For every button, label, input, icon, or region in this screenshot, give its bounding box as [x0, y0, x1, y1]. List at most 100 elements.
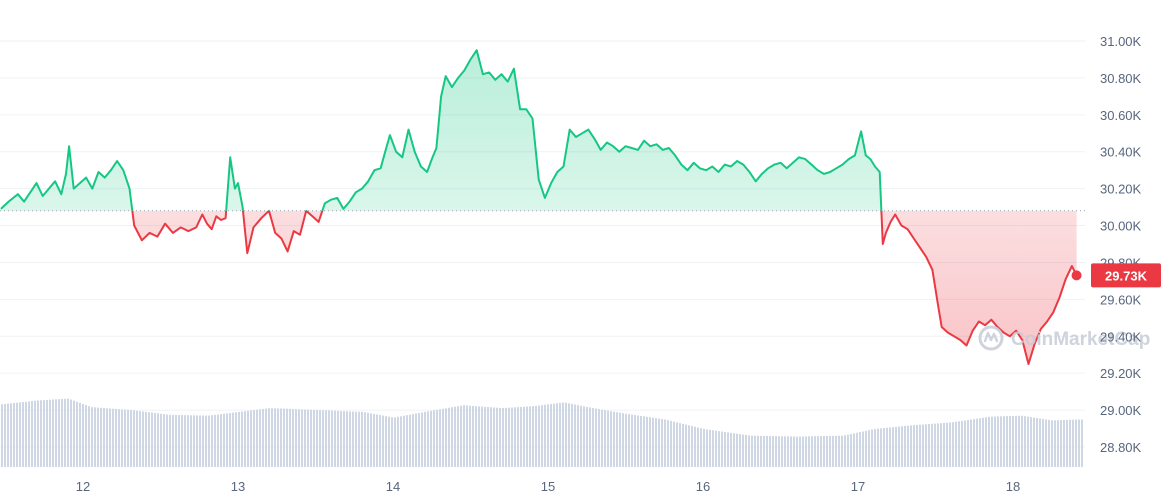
volume-bar — [1021, 415, 1023, 467]
volume-bar — [994, 416, 996, 467]
volume-bar — [898, 426, 900, 467]
volume-bar — [694, 426, 696, 467]
volume-bar — [223, 413, 225, 467]
volume-bar — [1048, 419, 1050, 467]
volume-bar — [799, 436, 801, 467]
volume-bar — [613, 411, 615, 467]
volume-bar — [676, 422, 678, 467]
volume-bar — [571, 403, 573, 467]
volume-bar — [739, 434, 741, 467]
volume-bar — [643, 416, 645, 467]
volume-bar — [733, 433, 735, 467]
volume-bar — [154, 413, 156, 467]
y-tick-label: 31.00K — [1100, 34, 1142, 49]
volume-bar — [1039, 418, 1041, 467]
volume-bar — [262, 408, 264, 467]
volume-bar — [46, 399, 48, 467]
volume-bar — [172, 414, 174, 467]
volume-bar — [466, 405, 468, 467]
volume-bar — [358, 411, 360, 467]
volume-bars — [1, 398, 1083, 467]
volume-bar — [58, 399, 60, 467]
volume-bar — [550, 404, 552, 467]
volume-bar — [388, 416, 390, 467]
volume-bar — [220, 414, 222, 467]
volume-bar — [496, 407, 498, 467]
volume-bar — [142, 411, 144, 467]
volume-bar — [280, 408, 282, 467]
volume-bar — [709, 429, 711, 467]
x-tick-label: 14 — [386, 479, 400, 494]
volume-bar — [91, 407, 93, 467]
volume-bar — [751, 435, 753, 467]
volume-bar — [760, 435, 762, 467]
volume-bar — [1042, 418, 1044, 467]
volume-bar — [229, 413, 231, 467]
volume-bar — [1063, 420, 1065, 467]
volume-bar — [1036, 418, 1038, 467]
volume-bar — [1015, 415, 1017, 467]
volume-bar — [883, 428, 885, 467]
volume-bar — [715, 430, 717, 467]
volume-bar — [535, 405, 537, 467]
x-axis-ticks: 12 13 14 15 16 17 18 — [76, 479, 1020, 494]
volume-bar — [598, 409, 600, 467]
volume-bar — [661, 419, 663, 467]
volume-bar — [418, 413, 420, 467]
volume-bar — [874, 428, 876, 467]
y-tick-label: 29.60K — [1100, 292, 1142, 307]
y-tick-label: 28.80K — [1100, 440, 1142, 455]
price-line — [0, 49, 1085, 365]
volume-bar — [748, 435, 750, 467]
volume-bar — [409, 414, 411, 467]
volume-bar — [241, 411, 243, 467]
volume-bar — [97, 407, 99, 467]
volume-bar — [385, 416, 387, 467]
volume-bar — [343, 411, 345, 467]
volume-bar — [706, 429, 708, 467]
volume-bar — [100, 407, 102, 467]
volume-bar — [559, 402, 561, 467]
x-tick-label: 15 — [541, 479, 555, 494]
volume-bar — [877, 428, 879, 467]
volume-bar — [499, 407, 501, 467]
volume-bar — [337, 410, 339, 467]
volume-bar — [913, 425, 915, 467]
volume-bar — [313, 409, 315, 467]
volume-bar — [481, 406, 483, 467]
volume-bar — [145, 411, 147, 467]
volume-bar — [958, 421, 960, 467]
volume-bar — [73, 400, 75, 467]
volume-bar — [472, 405, 474, 467]
volume-bar — [790, 436, 792, 467]
volume-bar — [1027, 416, 1029, 467]
volume-bar — [823, 436, 825, 467]
volume-bar — [565, 402, 567, 467]
volume-bar — [940, 423, 942, 467]
current-price-marker: 29.73K — [1071, 263, 1161, 288]
volume-bar — [4, 403, 6, 467]
volume-bar — [13, 403, 15, 467]
volume-bar — [340, 411, 342, 467]
volume-bar — [190, 415, 192, 467]
volume-bar — [367, 412, 369, 467]
volume-bar — [193, 415, 195, 467]
volume-bar — [829, 435, 831, 467]
volume-bar — [910, 425, 912, 467]
volume-bar — [604, 410, 606, 467]
volume-bar — [967, 419, 969, 467]
volume-bar — [793, 436, 795, 467]
volume-bar — [493, 407, 495, 467]
volume-bar — [646, 416, 648, 467]
volume-bar — [610, 411, 612, 467]
volume-bar — [163, 414, 165, 467]
volume-bar — [247, 410, 249, 467]
volume-bar — [517, 407, 519, 467]
volume-bar — [889, 427, 891, 467]
volume-bar — [376, 414, 378, 467]
volume-bar — [997, 416, 999, 467]
volume-bar — [634, 415, 636, 467]
volume-bar — [811, 436, 813, 467]
volume-bar — [352, 411, 354, 467]
volume-bar — [688, 425, 690, 467]
